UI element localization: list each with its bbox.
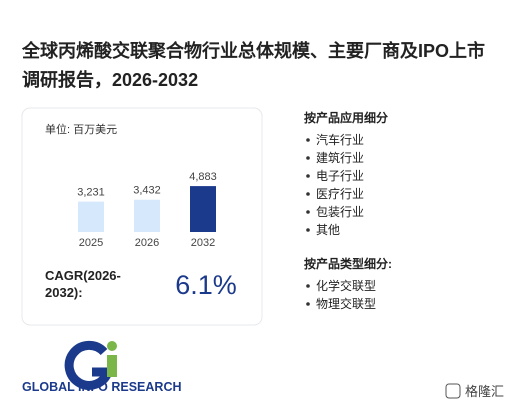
value-label: 3,231 bbox=[77, 187, 105, 199]
logo-g bbox=[64, 340, 115, 390]
segment-item: 其他 bbox=[316, 223, 340, 237]
badge-icon bbox=[445, 383, 461, 399]
bullet bbox=[306, 156, 310, 160]
x-tick-label: 2026 bbox=[135, 237, 159, 249]
segment-item: 电子行业 bbox=[316, 169, 364, 183]
bar-chart: 3,231 2025 3,432 2026 4,883 2032 bbox=[77, 171, 217, 249]
logo-icon bbox=[64, 340, 117, 390]
segment-item: 化学交联型 bbox=[316, 278, 376, 293]
value-label: 4,883 bbox=[189, 171, 217, 183]
logo-text: GLOBAL INFO RESEARCH bbox=[22, 380, 182, 394]
value-label: 3,432 bbox=[133, 185, 161, 197]
bullet bbox=[306, 284, 310, 288]
bullet bbox=[306, 210, 310, 214]
unit: 单位: 百万美元 bbox=[45, 122, 117, 136]
segment-item: 汽车行业 bbox=[316, 132, 364, 147]
segment-title: 按产品类型细分: bbox=[304, 256, 392, 271]
segment-title: 按产品应用细分 bbox=[304, 110, 388, 125]
segment-item: 包装行业 bbox=[316, 205, 364, 219]
bullet bbox=[306, 138, 310, 142]
segment-item: 建筑行业 bbox=[316, 150, 364, 165]
bullet bbox=[306, 192, 310, 196]
bullet bbox=[306, 174, 310, 178]
x-tick-label: 2025 bbox=[79, 237, 103, 249]
bar bbox=[134, 199, 160, 232]
bullet bbox=[306, 228, 310, 232]
cagr-label: CAGR(2026- bbox=[45, 268, 121, 283]
title: 全球丙烯酸交联聚合物行业总体规模、主要厂商及IPO上市 bbox=[21, 40, 485, 61]
cagr-label: 2032): bbox=[45, 285, 83, 300]
segment-item: 医疗行业 bbox=[316, 187, 364, 201]
cagr-value: 6.1% bbox=[175, 270, 237, 300]
title: 调研报告，2026-2032 bbox=[22, 69, 198, 90]
logo-i bbox=[107, 355, 117, 377]
segment-item: 物理交联型 bbox=[316, 296, 376, 311]
bar bbox=[190, 186, 216, 232]
bullet bbox=[306, 302, 310, 306]
x-tick-label: 2032 bbox=[191, 237, 215, 249]
badge: 格隆汇 bbox=[465, 384, 504, 399]
bar bbox=[78, 201, 104, 232]
logo-dot bbox=[107, 341, 117, 351]
